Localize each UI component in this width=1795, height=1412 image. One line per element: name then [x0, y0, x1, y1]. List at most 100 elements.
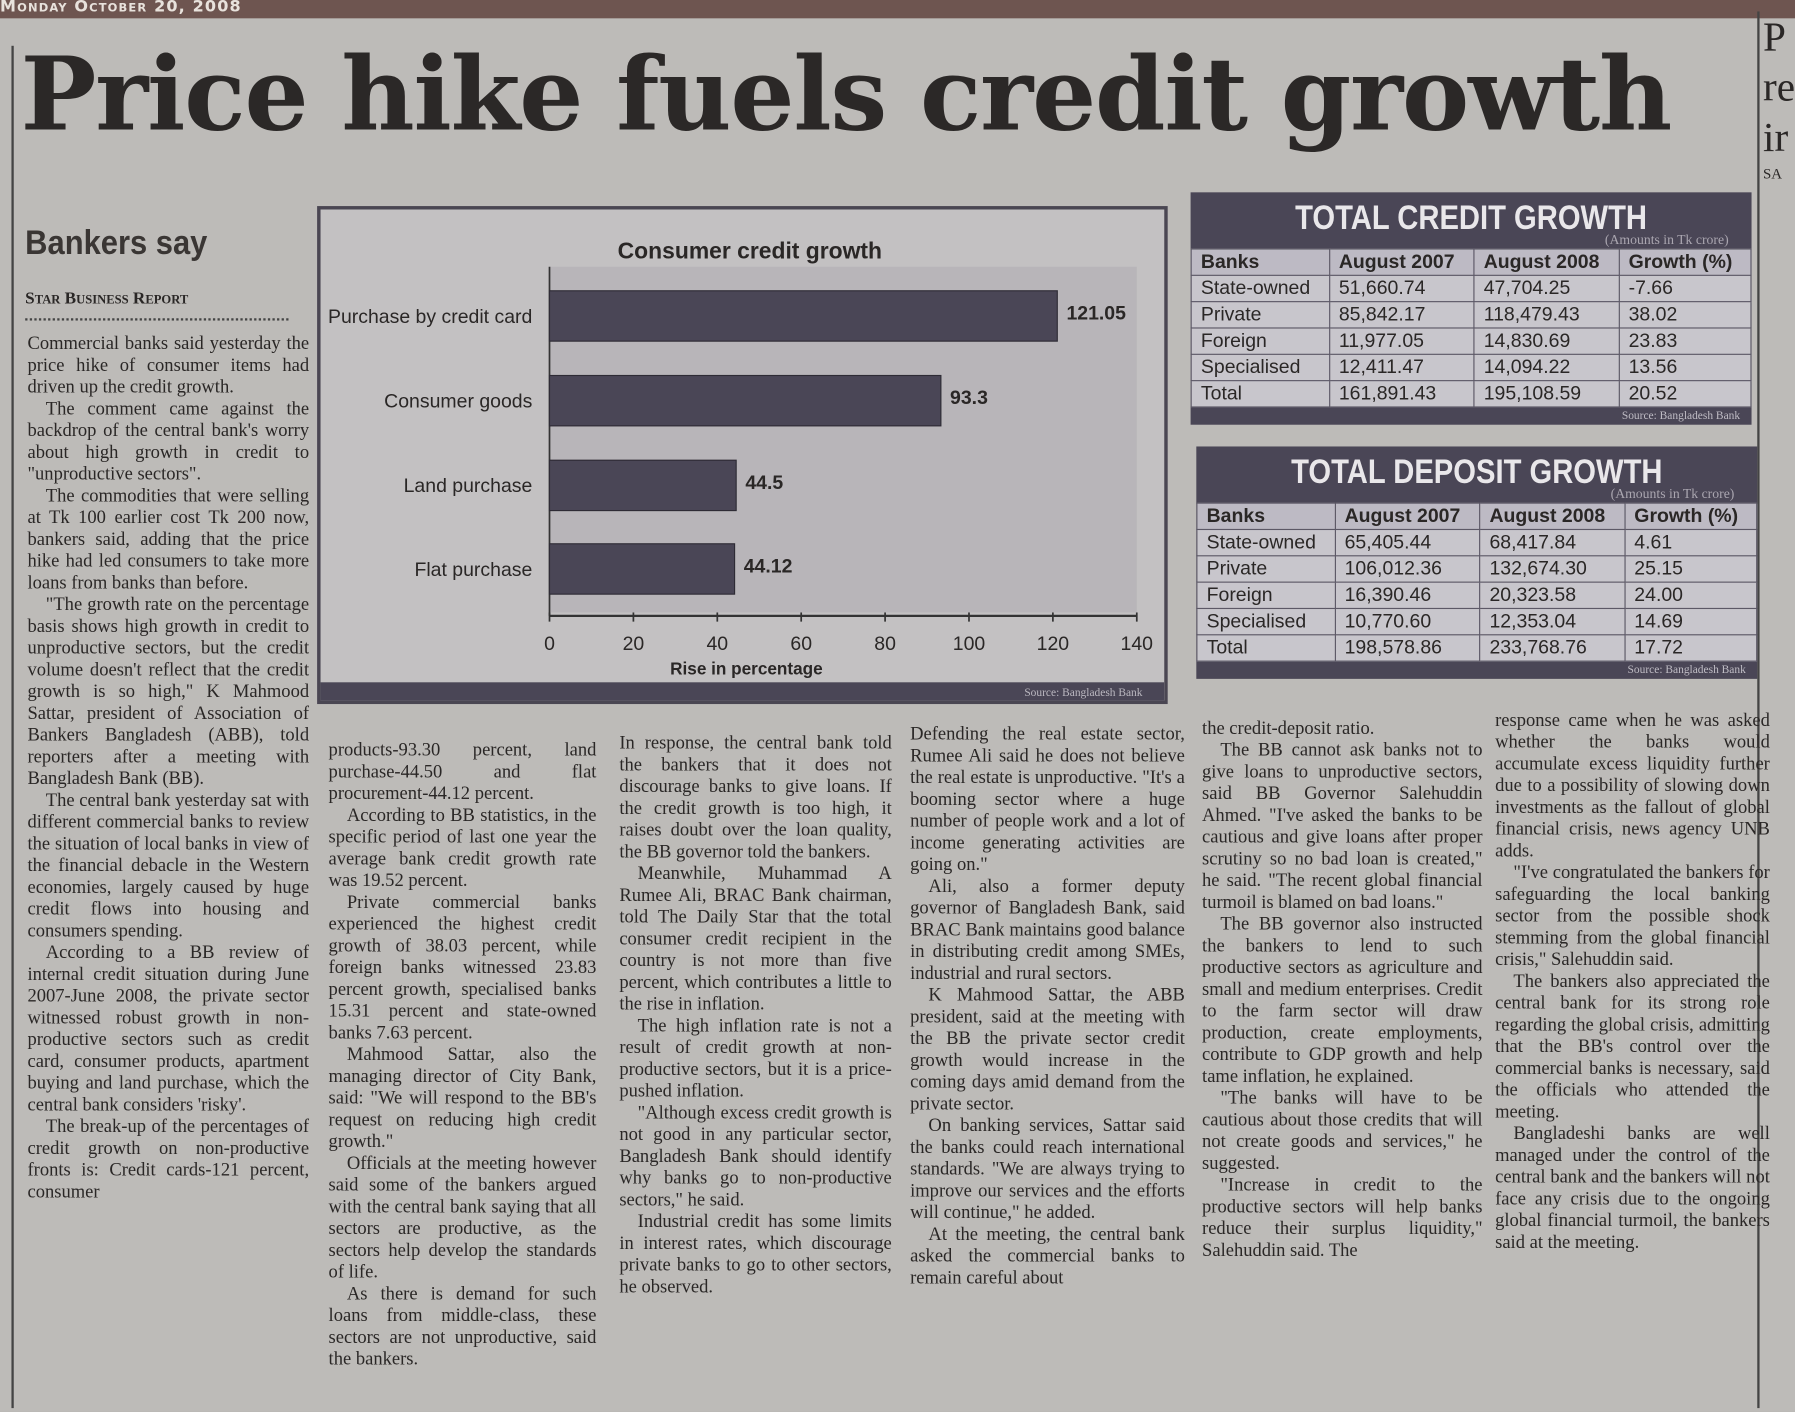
category-label: Flat purchase [414, 559, 532, 581]
table-cell: Specialised [1196, 607, 1336, 636]
paragraph: "The banks will have to be cautious abou… [1202, 1087, 1483, 1174]
table-cell: -7.66 [1618, 274, 1752, 303]
table-cell: 195,108.59 [1473, 380, 1620, 408]
column-header: Growth (%) [1618, 248, 1752, 276]
table-cell: Private [1190, 301, 1330, 329]
table-cell: 38.02 [1618, 301, 1752, 329]
table-cell: 14,094.22 [1473, 353, 1620, 382]
table-row: Private 85,842.17 118,479.43 38.02 [1190, 301, 1752, 329]
table-cell: 14,830.69 [1473, 327, 1620, 355]
paragraph: On banking services, Sattar said the ban… [910, 1115, 1185, 1223]
column-rule [11, 45, 14, 1409]
category-label: Land purchase [404, 475, 533, 497]
table-cell: State-owned [1196, 528, 1336, 557]
x-tick-label: 140 [1121, 633, 1154, 655]
paragraph: Ali, also a former deputy governor of Ba… [910, 875, 1185, 984]
paragraph: "The growth rate on the percentage basis… [27, 594, 310, 789]
bar-value-label: 93.3 [950, 387, 988, 409]
category-label: Consumer goods [384, 391, 532, 413]
column-header: Banks [1196, 502, 1336, 531]
paragraph: Defending the real estate sector, Rumee … [910, 723, 1185, 875]
table-row: Private 106,012.36 132,674.30 25.15 [1196, 555, 1758, 583]
paragraph: Meanwhile, Muhammad A Rumee Ali, BRAC Ba… [619, 863, 892, 1015]
credit-growth-table: TOTAL CREDIT GROWTH (Amounts in Tk crore)… [1190, 192, 1752, 425]
article-column-6: response came when he was asked whether … [1495, 710, 1770, 1368]
paragraph: Mahmood Sattar, also the managing direct… [328, 1044, 597, 1152]
paragraph: Private commercial banks experienced the… [328, 891, 597, 1043]
article-column-3: In response, the central bank told the b… [619, 733, 891, 1386]
paragraph: response came when he was asked whether … [1495, 709, 1770, 861]
table-title: TOTAL DEPOSIT GROWTH [1291, 453, 1663, 492]
article-column-1: Commercial banks said yesterday the pric… [27, 333, 309, 1392]
table-header-row: Banks August 2007 August 2008 Growth (%) [1196, 502, 1758, 531]
table-cell: 198,578.86 [1334, 634, 1481, 662]
date-band: Monday October 20, 2008 [0, 0, 1795, 19]
table-cell: State-owned [1190, 274, 1330, 303]
data-table: Banks August 2007 August 2008 Growth (%) Sta… [1196, 502, 1758, 662]
table-row: Specialised 10,770.60 12,353.04 14.69 [1196, 607, 1758, 636]
table-cell: 17.72 [1624, 634, 1758, 662]
bar [548, 290, 1058, 342]
table-cell: 25.15 [1624, 555, 1758, 583]
source-band [320, 682, 1165, 701]
bar-value-label: 121.05 [1066, 302, 1126, 324]
table-cell: 24.00 [1624, 581, 1758, 610]
paragraph: The high inflation rate is not a result … [619, 1015, 892, 1102]
table-cell: 23.83 [1618, 327, 1752, 355]
table-cell: Total [1196, 634, 1336, 662]
table-title: TOTAL CREDIT GROWTH [1295, 199, 1648, 237]
issue-date: Monday October 20, 2008 [0, 0, 242, 17]
table-cell: Total [1190, 380, 1330, 408]
column-header: August 2008 [1479, 502, 1626, 531]
table-cell: 65,405.44 [1334, 528, 1481, 557]
x-tick-label: 60 [790, 633, 812, 655]
table-row: Foreign 16,390.46 20,323.58 24.00 [1196, 581, 1758, 610]
table-cell: 47,704.25 [1473, 274, 1620, 303]
table-cell: Foreign [1196, 581, 1336, 610]
table-cell: 233,768.76 [1479, 634, 1626, 662]
paragraph: products-93.30 percent, land purchase-44… [328, 739, 597, 804]
table-cell: 12,353.04 [1479, 607, 1626, 636]
paragraph: K Mahmood Sattar, the ABB president, sai… [910, 984, 1185, 1114]
paragraph: "Although excess credit growth is not go… [619, 1102, 892, 1211]
column-header: August 2007 [1328, 248, 1475, 276]
paragraph: In response, the central bank told the b… [619, 732, 892, 863]
table-cell: Private [1196, 555, 1336, 583]
paragraph: the credit-deposit ratio. [1202, 717, 1375, 739]
table-cell: 4.61 [1624, 528, 1758, 557]
paragraph: At the meeting, the central bank asked t… [910, 1223, 1185, 1288]
paragraph: According to BB statistics, in the speci… [328, 804, 597, 891]
article-column-4: Defending the real estate sector, Rumee … [910, 724, 1185, 1386]
headline: Price hike fuels credit growth [20, 34, 1673, 154]
x-axis-label: Rise in percentage [670, 658, 823, 678]
article-column-2: products-93.30 percent, land purchase-44… [329, 740, 597, 1393]
divider [25, 318, 289, 321]
table-row: State-owned 51,660.74 47,704.25 -7.66 [1190, 274, 1752, 303]
fragment-text: P [1762, 13, 1786, 60]
x-tick-label: 20 [623, 633, 645, 655]
paragraph: The BB cannot ask banks not to give loan… [1202, 739, 1483, 913]
paragraph: According to a BB review of internal cre… [27, 942, 310, 1116]
paragraph: Officials at the meeting however said so… [328, 1152, 597, 1283]
table-cell: 13.56 [1618, 353, 1752, 382]
table-row: Foreign 11,977.05 14,830.69 23.83 [1190, 327, 1752, 355]
kicker: Bankers say [25, 224, 208, 263]
table-unit-note: (Amounts in Tk crore) [1610, 485, 1735, 502]
x-tick-label: 120 [1037, 633, 1070, 655]
table-cell: 14.69 [1624, 607, 1758, 636]
column-header: Banks [1190, 248, 1330, 276]
paragraph: The bankers also appreciated the central… [1495, 970, 1770, 1122]
fragment-text: re [1762, 64, 1795, 110]
data-table: Banks August 2007 August 2008 Growth (%) Sta… [1190, 248, 1752, 408]
paragraph: Bangladeshi banks are well managed under… [1495, 1123, 1770, 1253]
table-cell: 12,411.47 [1328, 353, 1475, 382]
table-cell: 11,977.05 [1328, 327, 1475, 355]
fragment-text: SA [1762, 164, 1783, 183]
table-row: State-owned 65,405.44 68,417.84 4.61 [1196, 528, 1758, 557]
table-cell: 106,012.36 [1334, 555, 1481, 583]
paragraph: The BB governor also instructed the bank… [1202, 913, 1483, 1087]
x-tick-label: 100 [953, 633, 986, 655]
table-cell: 118,479.43 [1473, 301, 1620, 329]
table-cell: 85,842.17 [1328, 301, 1475, 329]
